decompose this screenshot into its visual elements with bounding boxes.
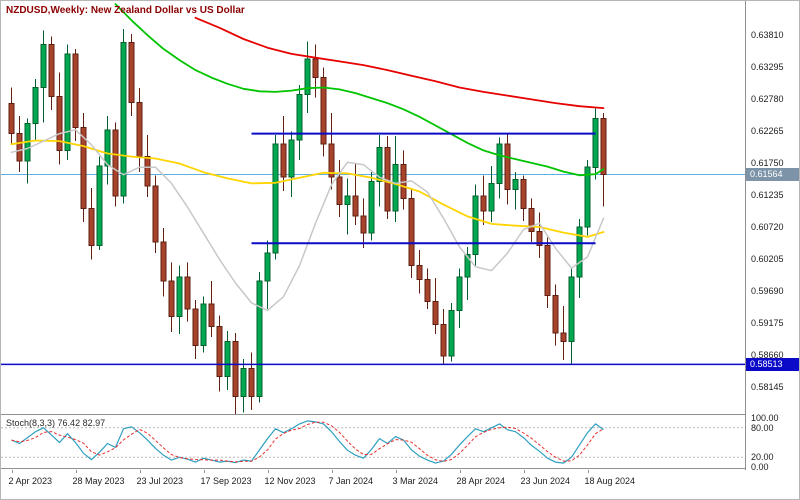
date-tick-label: 17 Sep 2023 — [200, 476, 252, 486]
date-tick — [459, 470, 461, 473]
stoch-axis-label: 0.00 — [751, 462, 769, 472]
price-tick-label: 0.59690 — [751, 286, 784, 297]
stochastic-indicator-label: Stoch(8,3,3) 76.42 82.97 — [6, 418, 105, 428]
date-tick — [139, 470, 141, 473]
price-tick-label: 0.61235 — [751, 189, 784, 200]
date-tick-label: 18 Aug 2024 — [584, 476, 636, 486]
price-tick-label: 0.60720 — [751, 221, 784, 232]
stoch-value-main: 76.42 — [57, 418, 81, 428]
level-price-tag: 0.58513 — [746, 357, 799, 371]
price-tick-label: 0.61750 — [751, 157, 784, 168]
stoch-value-signal: 82.97 — [82, 418, 106, 428]
stoch-axis-label: 20.00 — [751, 452, 774, 463]
main-chart-pane[interactable] — [1, 1, 745, 415]
price-tick-label: 0.59175 — [751, 318, 784, 329]
date-tick-label: 28 Apr 2024 — [456, 476, 506, 486]
stochastic-pane[interactable] — [1, 416, 745, 469]
date-tick-label: 3 Mar 2024 — [392, 476, 439, 486]
price-tick-label: 0.62780 — [751, 93, 784, 104]
ma-medium-green — [114, 3, 605, 177]
price-tick-label: 0.62265 — [751, 125, 784, 136]
price-tick-label: 0.58145 — [751, 382, 784, 393]
date-tick — [395, 470, 397, 473]
price-tick-label: 0.63295 — [751, 61, 784, 72]
date-tick — [267, 470, 269, 473]
date-tick-label: 2 Apr 2023 — [8, 476, 53, 486]
stoch-axis-label: 100.00 — [751, 413, 779, 423]
stoch-signal-line — [11, 421, 604, 463]
chart-symbol-title: NZDUSD,Weekly: New Zealand Dollar vs US … — [6, 5, 245, 16]
date-tick — [587, 470, 589, 473]
date-tick-label: 7 Jan 2024 — [328, 476, 374, 486]
date-tick-label: 12 Nov 2023 — [264, 476, 316, 486]
ma-fast-yellow — [10, 139, 605, 238]
candles — [8, 29, 607, 414]
stochastic-chart[interactable] — [1, 416, 745, 469]
price-tick-label: 0.60205 — [751, 254, 784, 265]
time-axis[interactable]: 2 Apr 2023 28 May 2023 23 Jul 2023 17 Sep 2… — [1, 470, 799, 499]
current-price-tag: 0.61564 — [746, 167, 799, 181]
candlestick-chart[interactable] — [1, 1, 745, 415]
stoch-axis-label: 80.00 — [751, 422, 774, 433]
price-tick-label: 0.63810 — [751, 29, 784, 40]
stoch-name: Stoch(8,3,3) — [6, 418, 56, 428]
price-axis[interactable]: 0.63810 0.63295 0.62780 0.62265 0.61750 0.612… — [745, 1, 799, 472]
price-tick-label: 0.58660 — [751, 350, 784, 361]
date-tick — [331, 470, 333, 473]
ma-slow-red — [194, 16, 605, 109]
date-tick — [75, 470, 77, 473]
date-tick — [11, 470, 13, 473]
date-tick-label: 28 May 2023 — [72, 476, 125, 486]
date-tick — [523, 470, 525, 473]
date-tick-label: 23 Jun 2024 — [520, 476, 571, 486]
date-tick — [203, 470, 205, 473]
date-tick-label: 23 Jul 2023 — [136, 476, 184, 486]
ma-fast-gray — [10, 129, 605, 312]
